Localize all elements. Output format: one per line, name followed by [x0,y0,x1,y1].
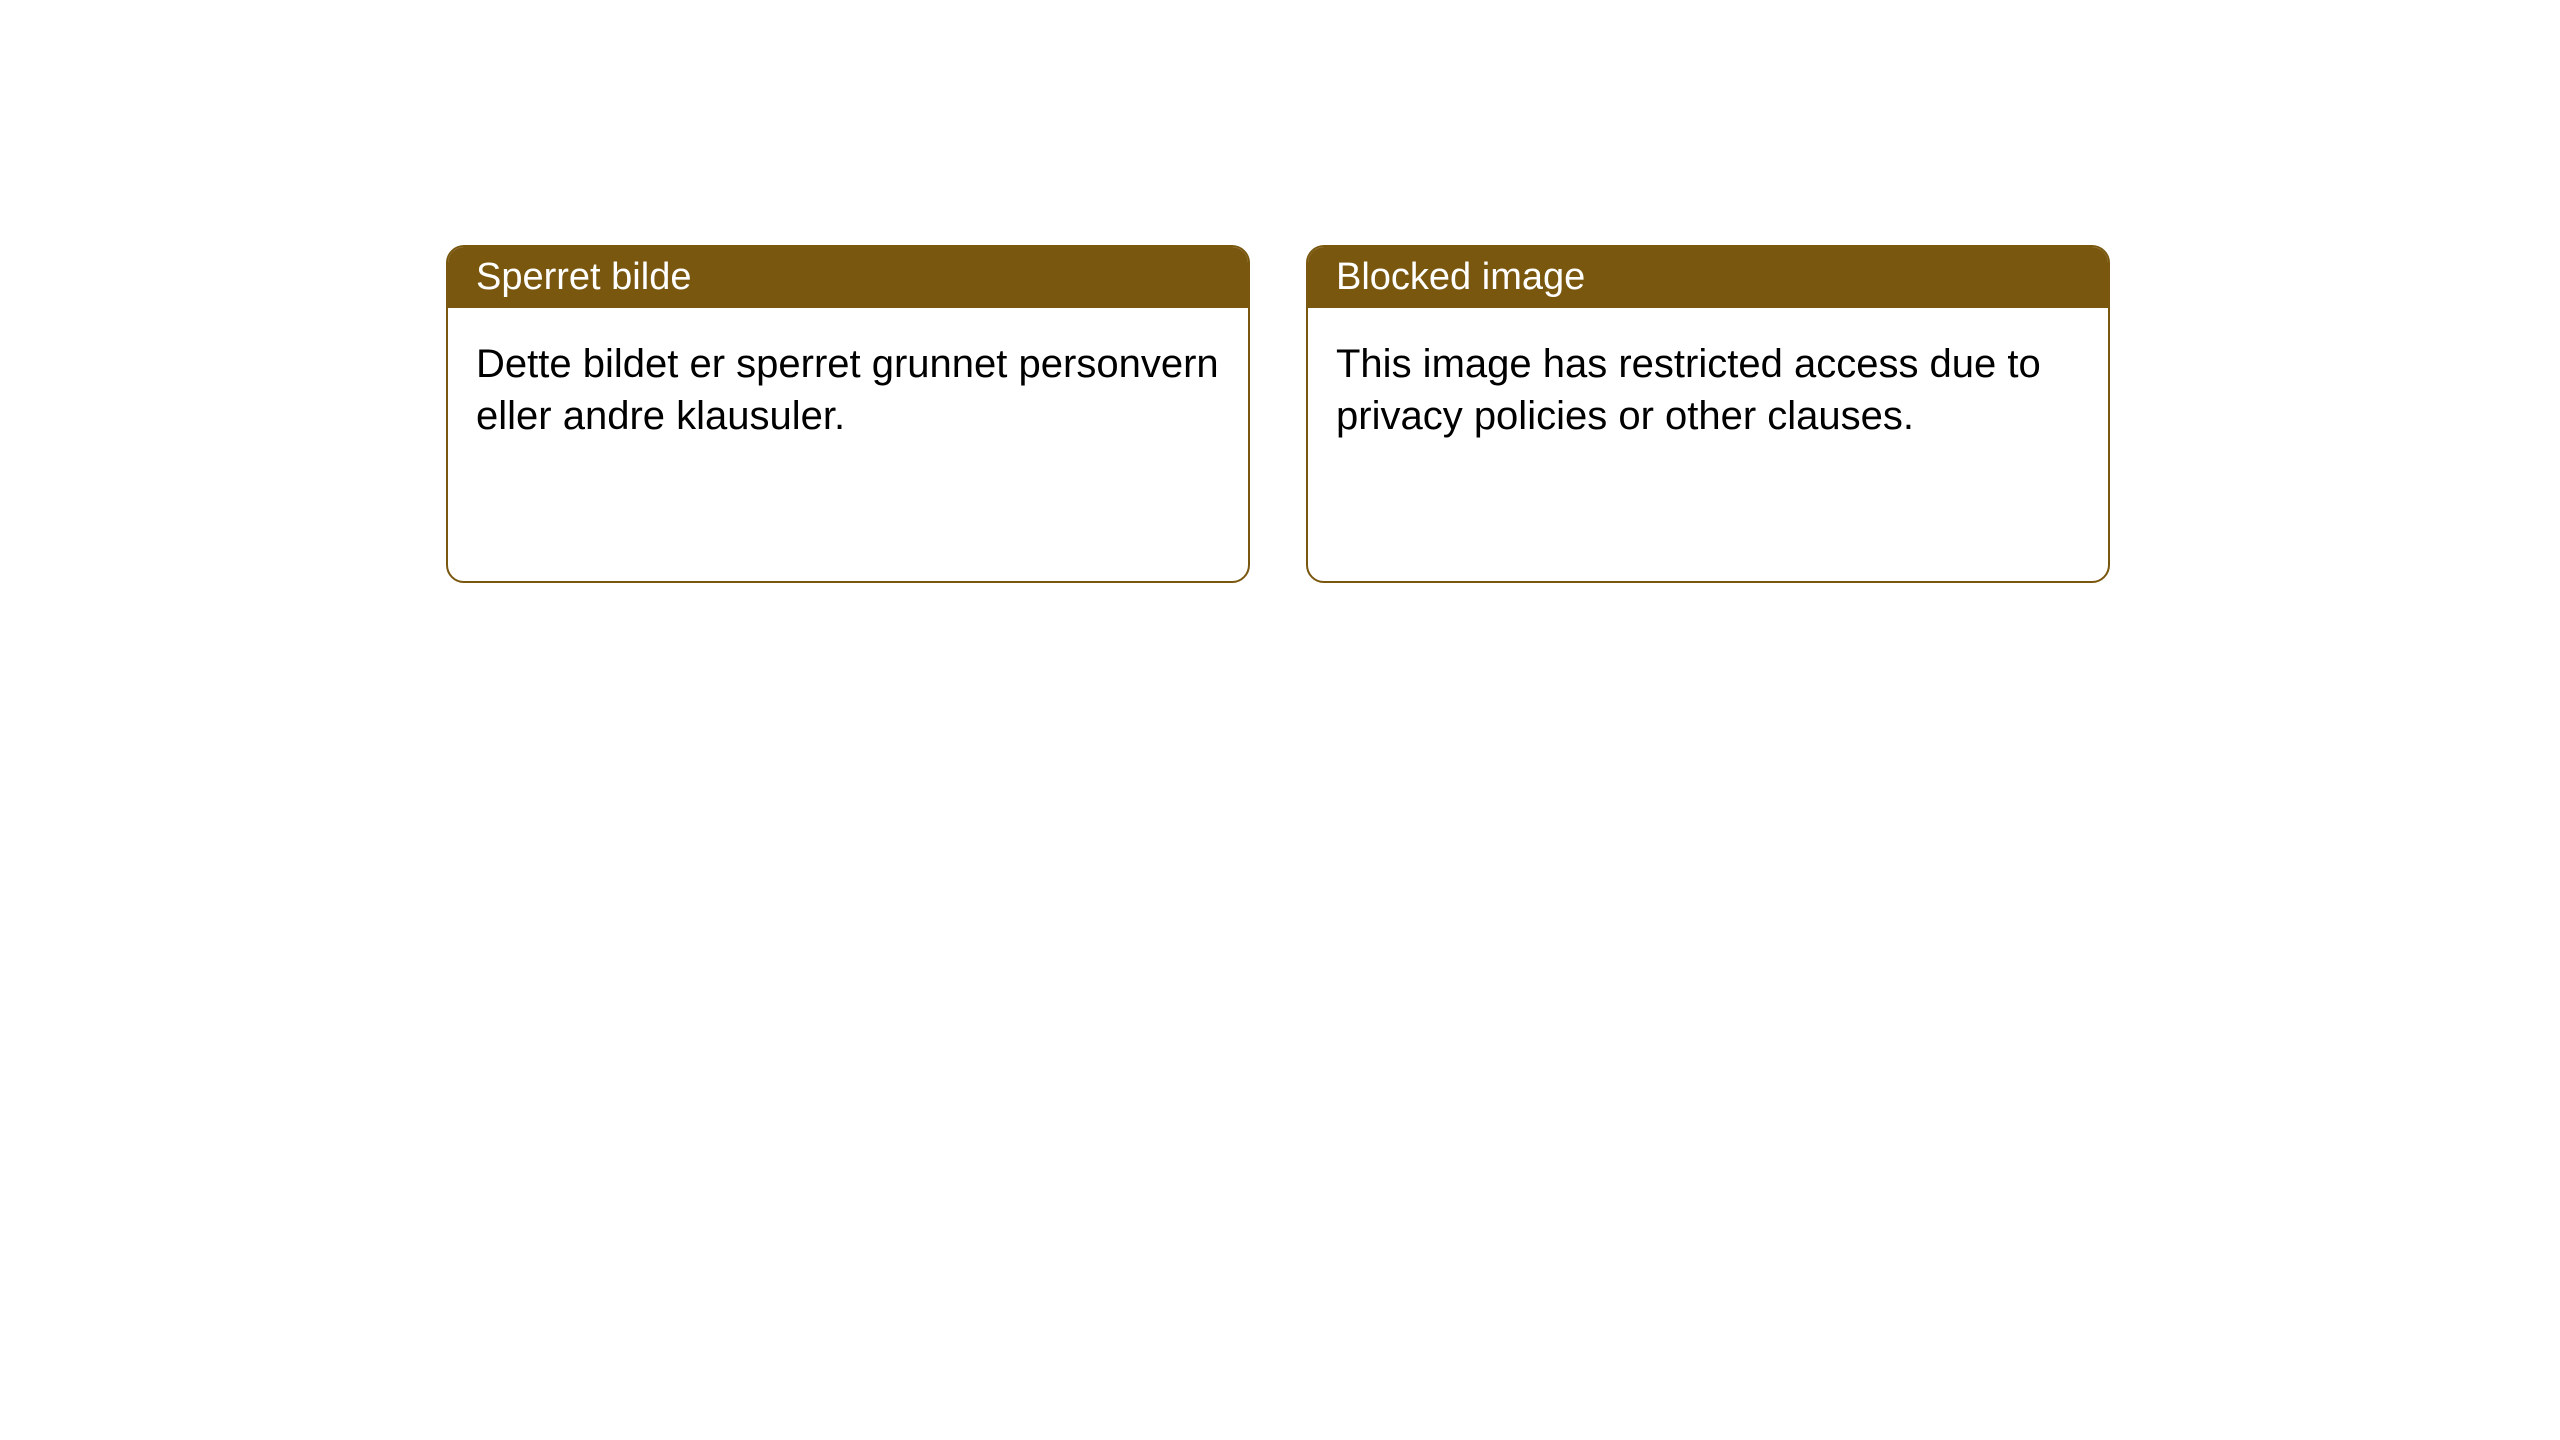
notice-card-body: This image has restricted access due to … [1308,308,2108,472]
notice-cards-container: Sperret bilde Dette bildet er sperret gr… [446,245,2110,583]
notice-card-header: Blocked image [1308,247,2108,308]
notice-card-norwegian: Sperret bilde Dette bildet er sperret gr… [446,245,1250,583]
notice-card-body: Dette bildet er sperret grunnet personve… [448,308,1248,472]
notice-card-header: Sperret bilde [448,247,1248,308]
notice-card-english: Blocked image This image has restricted … [1306,245,2110,583]
